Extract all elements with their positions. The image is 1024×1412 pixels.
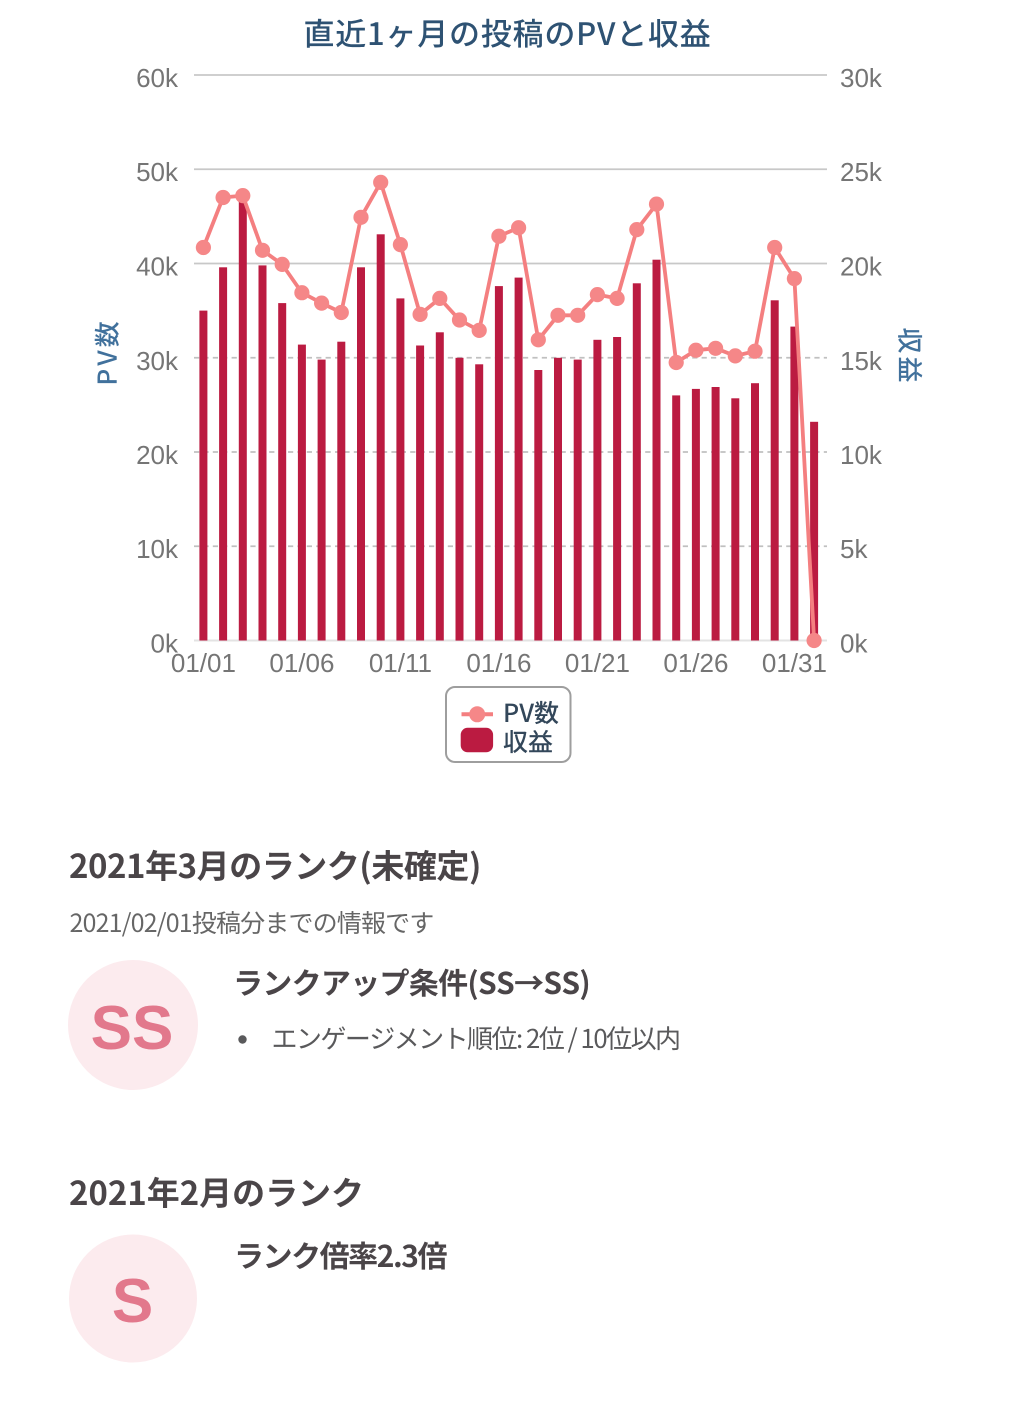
svg-text:01/11: 01/11	[369, 648, 432, 678]
svg-text:5k: 5k	[840, 534, 868, 564]
svg-text:01/01: 01/01	[171, 648, 236, 678]
svg-text:01/21: 01/21	[565, 648, 630, 678]
svg-text:50k: 50k	[136, 157, 179, 187]
svg-text:25k: 25k	[840, 157, 883, 187]
svg-text:01/26: 01/26	[663, 648, 728, 678]
svg-text:60k: 60k	[136, 63, 179, 93]
svg-text:20k: 20k	[136, 440, 179, 470]
svg-text:10k: 10k	[136, 534, 179, 564]
svg-text:SS: SS	[91, 994, 174, 1063]
svg-text:0k: 0k	[840, 629, 868, 659]
svg-text:0k: 0k	[151, 629, 179, 659]
svg-text:30k: 30k	[136, 346, 179, 376]
svg-text:40k: 40k	[136, 252, 179, 282]
svg-text:01/31: 01/31	[762, 648, 827, 678]
svg-text:01/06: 01/06	[269, 648, 334, 678]
svg-text:30k: 30k	[840, 63, 883, 93]
svg-text:01/16: 01/16	[466, 648, 531, 678]
svg-text:20k: 20k	[840, 252, 883, 282]
svg-text:15k: 15k	[840, 346, 883, 376]
svg-text:S: S	[112, 1267, 153, 1336]
svg-text:10k: 10k	[840, 440, 883, 470]
